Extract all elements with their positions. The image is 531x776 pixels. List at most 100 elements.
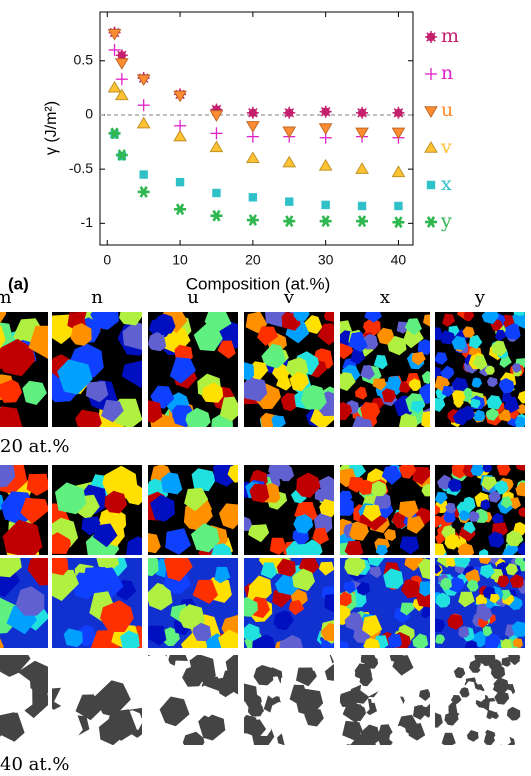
grain [443,655,461,666]
marker-part [391,127,406,140]
marker-part [209,110,224,122]
grain [440,577,452,590]
grain [211,413,233,427]
grain [435,618,446,633]
grain [308,655,333,673]
marker-part [426,180,436,190]
grain [360,402,381,421]
grain [2,519,43,555]
grain [280,392,299,412]
grain [501,657,511,667]
grain [185,407,211,427]
data-point [319,105,332,118]
grain [435,366,442,379]
grain [360,655,376,666]
data-point [107,80,122,93]
data-point [246,106,259,119]
grain [485,717,500,733]
marker-part [394,216,403,229]
grain [435,515,443,528]
grain [20,497,48,524]
grain [181,633,208,648]
grain [518,708,525,719]
grain [498,409,511,422]
grain [260,562,278,579]
grain [52,569,79,601]
grain [478,548,489,555]
grain [288,599,305,616]
data-point [392,106,405,119]
y-tick-label: -0.5 [69,160,93,176]
plot-frame [99,11,414,246]
grain [408,378,422,391]
grain [435,712,443,728]
grain [481,476,498,491]
micrograph [340,558,430,648]
grain [340,401,353,420]
grain [453,667,466,679]
grain [408,723,426,741]
grain [435,564,442,574]
marker-part [107,80,122,93]
micrograph [435,655,525,745]
data-point [108,127,121,140]
grain [410,400,425,414]
grain [210,543,232,555]
grain [435,327,444,341]
grain [355,731,376,745]
grain [383,568,404,589]
marker-part [426,216,436,228]
data-point [356,106,369,119]
micrograph [244,655,334,745]
grain [52,558,69,576]
grain [169,357,197,384]
grain [516,542,525,555]
grain [458,591,475,608]
micrograph [0,465,48,555]
grain [0,655,31,679]
grain [515,482,525,497]
marker-part [117,50,127,61]
grain [249,483,270,503]
grain [500,496,513,509]
grain [417,339,430,355]
grain [512,363,522,373]
grain [478,558,491,565]
grain [302,315,323,334]
grain [364,312,382,323]
grain [267,655,292,669]
y-tick-label: 0 [85,106,93,122]
grain [371,480,387,497]
grain [0,325,6,349]
micrograph [52,465,142,555]
grain [319,498,334,518]
grain [451,377,469,394]
grain [418,558,430,580]
grain [311,732,328,745]
grain [392,655,414,676]
grain [296,667,317,687]
panel-label: (a) [8,274,29,293]
marker-part [285,215,294,228]
micrograph [148,465,238,555]
grain [485,408,499,421]
grain [148,558,159,577]
grain [55,482,87,515]
legend-label: x [441,173,452,195]
grain [244,362,255,380]
marker-part [212,188,221,198]
data-point [115,149,128,161]
grain [465,569,481,585]
grain [348,331,368,353]
data-point [212,188,221,198]
grain [419,689,430,701]
grain [285,357,309,380]
grain [435,352,448,365]
data-point [318,123,333,135]
grain [125,484,142,506]
grain [466,730,479,742]
grain [448,576,465,593]
grain [482,465,493,473]
grain [0,322,14,354]
marker-part [248,193,258,202]
